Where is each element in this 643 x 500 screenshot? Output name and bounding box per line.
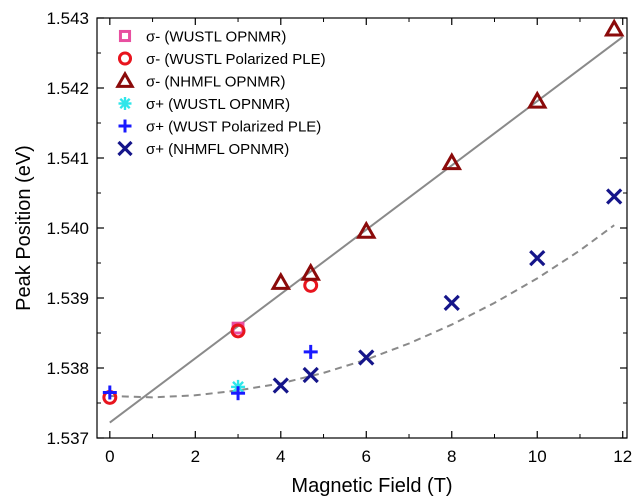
y-tick-label: 1.538 — [46, 359, 89, 378]
legend-label: σ- (NHMFL OPNMR) — [146, 74, 286, 91]
fit-curves — [109, 36, 624, 424]
square-legend-marker — [118, 29, 132, 43]
x-tick-label: 8 — [447, 447, 456, 466]
x-data-point — [606, 188, 623, 205]
x-marker-stroke — [272, 377, 289, 394]
y-tick-label: 1.542 — [46, 79, 89, 98]
triangle-data-point — [300, 262, 321, 281]
triangle-marker-shape — [355, 220, 377, 239]
legend: σ- (WUSTL OPNMR) σ- (WUSTL Polarized PLE)… — [115, 29, 326, 158]
legend-label: σ- (WUSTL OPNMR) — [146, 29, 286, 46]
circle-marker-shape — [117, 51, 133, 66]
x-tick-label: 2 — [191, 447, 200, 466]
data-markers — [102, 18, 625, 405]
x-data-point — [529, 249, 546, 267]
y-tick-label: 1.537 — [46, 429, 89, 448]
x-tick-label: 4 — [276, 447, 285, 466]
triangle-marker-shape — [300, 262, 321, 281]
x-tick-label: 12 — [613, 447, 632, 466]
x-marker-stroke — [302, 366, 319, 384]
x-tick-label: 6 — [362, 447, 371, 466]
circle-data-point — [303, 277, 319, 293]
linear-fit-line — [109, 36, 624, 424]
triangle-data-point — [270, 271, 292, 290]
quadratic-fit-line — [109, 224, 615, 399]
asterisk-marker-stroke — [119, 97, 131, 110]
legend-label: σ+ (NHMFL OPNMR) — [146, 141, 289, 158]
circle-marker-shape — [303, 277, 319, 293]
plus-data-point — [102, 385, 117, 400]
x-data-point — [302, 366, 319, 384]
y-tick-label: 1.539 — [46, 289, 89, 308]
triangle-marker-shape — [115, 70, 135, 88]
x-axis-title: Magnetic Field (T) — [291, 475, 452, 497]
triangle-marker-shape — [603, 18, 625, 37]
x-marker-stroke — [358, 349, 375, 366]
x-data-point — [358, 349, 375, 366]
legend-label: σ+ (WUSTL OPNMR) — [146, 96, 290, 113]
triangle-data-point — [603, 18, 625, 37]
triangle-marker-shape — [270, 271, 292, 290]
triangle-data-point — [441, 152, 463, 171]
triangle-marker-shape — [441, 152, 463, 171]
triangle-data-point — [526, 90, 548, 109]
y-tick-label: 1.543 — [46, 9, 89, 28]
x-marker-stroke — [606, 188, 623, 205]
y-tick-label: 1.540 — [46, 219, 89, 238]
x-marker-stroke — [443, 294, 460, 312]
circle-data-point — [230, 323, 246, 339]
x-data-point — [443, 294, 460, 312]
legend-label: σ+ (WUST Polarized PLE) — [146, 119, 321, 136]
x-marker-stroke — [529, 249, 546, 267]
triangle-data-point — [355, 220, 377, 239]
x-marker-stroke — [117, 140, 133, 157]
y-tick-label: 1.541 — [46, 149, 89, 168]
y-axis-title: Peak Position (eV) — [13, 145, 35, 311]
x-data-point — [272, 377, 289, 394]
plus-legend-marker — [118, 119, 132, 133]
plus-data-point — [303, 344, 318, 359]
asterisk-legend-marker — [118, 97, 132, 110]
circle-marker-shape — [230, 323, 246, 339]
legend-label: σ- (WUSTL Polarized PLE) — [146, 51, 326, 68]
square-marker-shape — [118, 29, 132, 43]
axis-ticks: 0 2 4 6 8 10 12 1.537 1.538 1.539 1.540 1.541 1.542 1… — [46, 9, 632, 466]
x-tick-label: 10 — [528, 447, 547, 466]
plus-data-point — [231, 386, 246, 401]
triangle-legend-marker — [115, 70, 135, 88]
circle-legend-marker — [117, 51, 133, 66]
triangle-marker-shape — [526, 90, 548, 109]
x-tick-label: 0 — [105, 447, 114, 466]
x-legend-marker — [117, 140, 133, 157]
